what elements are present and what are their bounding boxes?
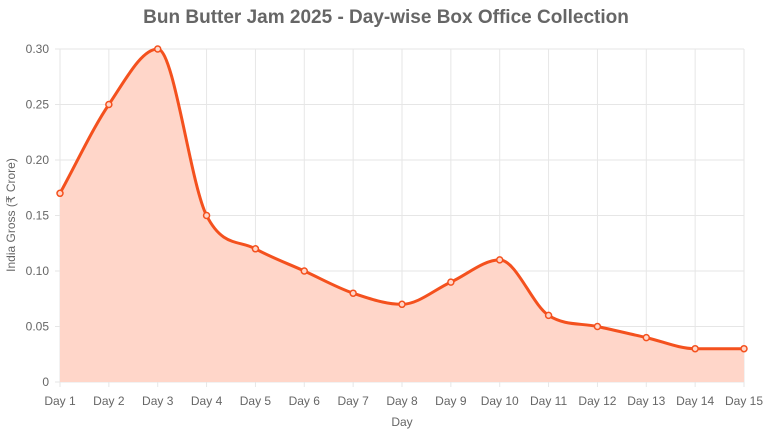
y-tick-label: 0.30 [26, 42, 50, 56]
x-tick-label: Day 11 [530, 394, 567, 408]
y-tick-label: 0.10 [26, 264, 50, 278]
y-tick-label: 0.25 [26, 98, 50, 112]
data-points [56, 45, 748, 353]
data-point[interactable] [740, 344, 748, 353]
x-axis-ticks: Day 1 Day 2 Day 3 Day 4 Day 5 Day 6 Day 7 Day 8… [44, 394, 763, 408]
data-point[interactable] [642, 333, 651, 342]
y-axis-label: India Gross (₹ Crore) [4, 158, 18, 272]
y-tick-label: 0 [42, 375, 49, 389]
data-point[interactable] [544, 311, 553, 320]
x-axis-label: Day [391, 415, 412, 429]
x-tick-label: Day 9 [435, 394, 467, 408]
x-tick-label: Day 2 [93, 394, 125, 408]
data-point[interactable] [349, 289, 357, 297]
y-tick-label: 0.15 [26, 209, 50, 223]
data-point[interactable] [447, 278, 455, 286]
x-tick-label: Day 12 [578, 394, 616, 408]
x-tick-label: Day 7 [337, 394, 369, 408]
data-point[interactable] [202, 211, 211, 220]
x-tick-label: Day 5 [240, 394, 272, 408]
x-tick-label: Day 1 [44, 394, 76, 408]
x-tick-label: Day 13 [627, 394, 665, 408]
x-tick-label: Day 8 [386, 394, 418, 408]
y-tick-label: 0.20 [26, 153, 50, 167]
data-point[interactable] [398, 300, 406, 309]
x-tick-label: Day 6 [289, 394, 321, 408]
area-fill [60, 49, 744, 382]
data-point[interactable] [691, 344, 699, 353]
y-tick-label: 0.05 [26, 320, 50, 334]
data-point[interactable] [153, 45, 162, 53]
x-tick-label: Day 3 [142, 394, 174, 408]
x-tick-label: Day 14 [676, 394, 714, 408]
chart-title: Bun Butter Jam 2025 - Day-wise Box Offic… [143, 7, 629, 28]
data-point[interactable] [56, 189, 64, 198]
x-tick-label: Day 4 [191, 394, 223, 408]
data-point[interactable] [593, 322, 602, 331]
data-point[interactable] [495, 256, 504, 264]
data-point[interactable] [105, 100, 113, 109]
x-tick-label: Day 10 [481, 394, 519, 408]
y-axis-ticks: 0 0.05 0.10 0.15 0.20 0.25 0.30 [26, 42, 50, 389]
data-point[interactable] [251, 245, 260, 253]
data-point[interactable] [300, 267, 309, 275]
x-tick-label: Day 15 [725, 394, 763, 408]
